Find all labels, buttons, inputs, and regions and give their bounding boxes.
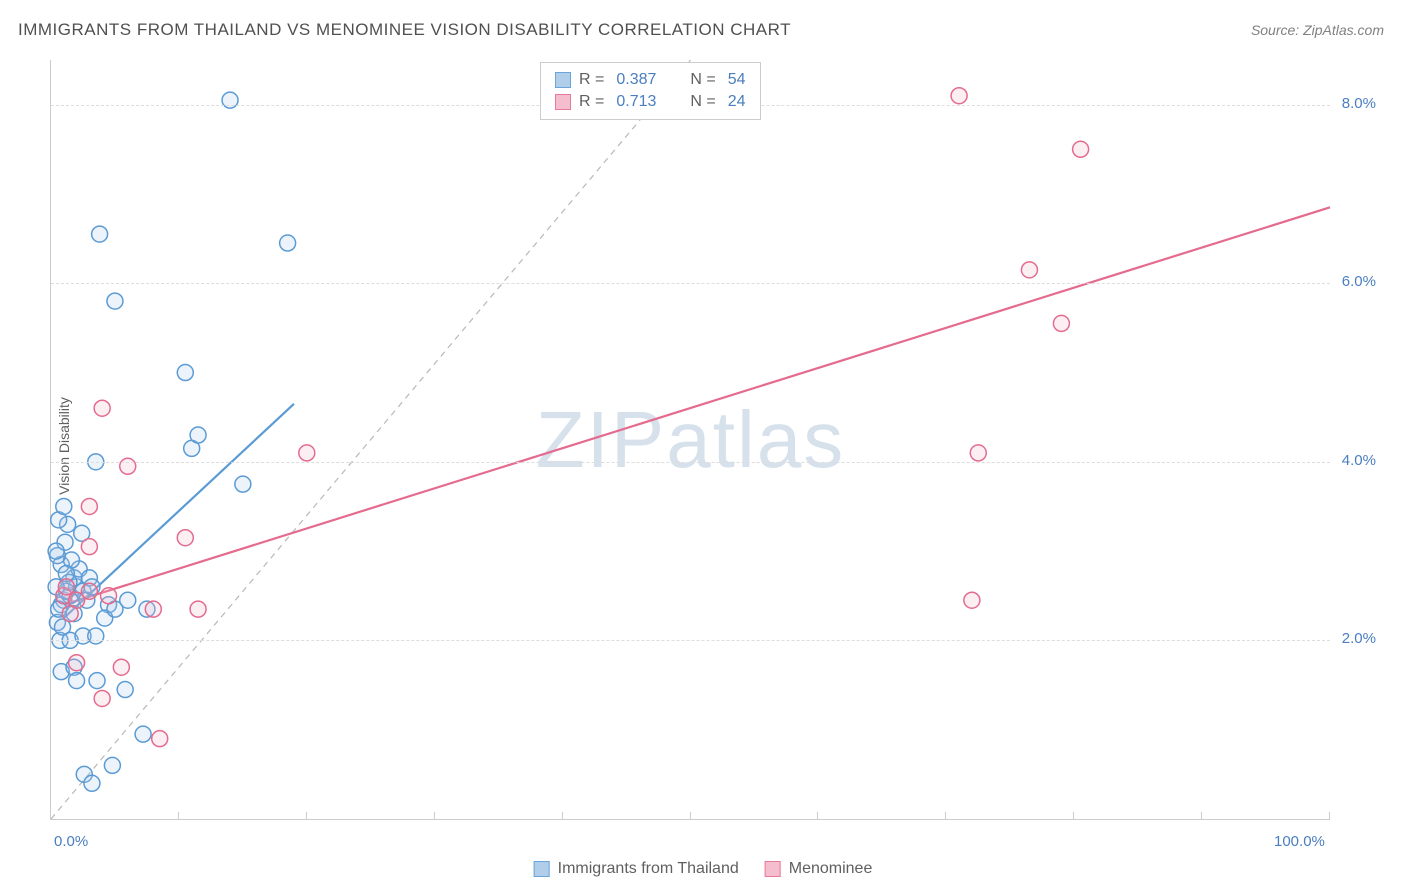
- n-label: N =: [690, 71, 715, 89]
- x-tick-mark: [1073, 812, 1074, 820]
- x-tick-label: 100.0%: [1274, 833, 1325, 850]
- x-tick-mark: [1201, 812, 1202, 820]
- y-tick-label: 4.0%: [1342, 452, 1376, 469]
- x-tick-mark: [562, 812, 563, 820]
- legend-label-thailand: Immigrants from Thailand: [558, 860, 739, 878]
- legend-swatch-menominee-b: [765, 861, 781, 877]
- legend-swatch-thailand-b: [534, 861, 550, 877]
- legend-item-menominee: Menominee: [765, 860, 873, 878]
- r-value-menominee: 0.713: [616, 93, 656, 111]
- x-tick-mark: [1329, 812, 1330, 820]
- r-label: R =: [579, 93, 604, 111]
- n-label: N =: [690, 93, 715, 111]
- n-value-menominee: 24: [728, 93, 746, 111]
- gridline: [51, 283, 1330, 284]
- n-value-thailand: 54: [728, 71, 746, 89]
- chart-plot-area: ZIPatlas: [50, 60, 1330, 820]
- gridline: [51, 462, 1330, 463]
- source-credit: Source: ZipAtlas.com: [1251, 22, 1384, 38]
- r-label: R =: [579, 71, 604, 89]
- x-tick-label: 0.0%: [54, 833, 88, 850]
- x-tick-mark: [306, 812, 307, 820]
- y-tick-label: 8.0%: [1342, 95, 1376, 112]
- x-tick-mark: [50, 812, 51, 820]
- scatter-svg: [51, 60, 1330, 819]
- legend-row-menominee: R = 0.713 N = 24: [555, 91, 746, 113]
- chart-title: IMMIGRANTS FROM THAILAND VS MENOMINEE VI…: [18, 20, 791, 40]
- y-tick-label: 6.0%: [1342, 273, 1376, 290]
- gridline: [51, 640, 1330, 641]
- series-legend: Immigrants from Thailand Menominee: [534, 860, 873, 878]
- x-tick-mark: [690, 812, 691, 820]
- correlation-legend: R = 0.387 N = 54 R = 0.713 N = 24: [540, 62, 761, 120]
- x-tick-mark: [817, 812, 818, 820]
- r-value-thailand: 0.387: [616, 71, 656, 89]
- y-tick-label: 2.0%: [1342, 630, 1376, 647]
- legend-swatch-thailand: [555, 72, 571, 88]
- legend-item-thailand: Immigrants from Thailand: [534, 860, 739, 878]
- legend-label-menominee: Menominee: [789, 860, 873, 878]
- legend-swatch-menominee: [555, 94, 571, 110]
- x-tick-mark: [434, 812, 435, 820]
- legend-row-thailand: R = 0.387 N = 54: [555, 69, 746, 91]
- x-tick-mark: [945, 812, 946, 820]
- x-tick-mark: [178, 812, 179, 820]
